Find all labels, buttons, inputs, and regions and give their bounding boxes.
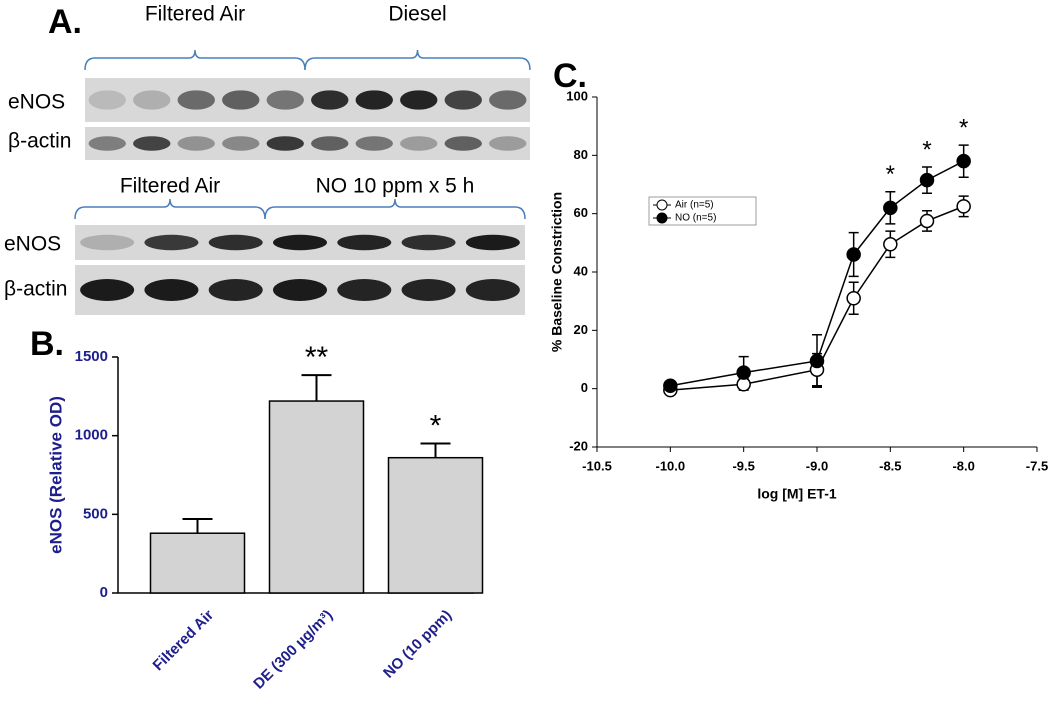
bracket (304, 49, 531, 71)
x-tick-label: -8.0 (952, 458, 974, 473)
blot-band (222, 90, 260, 110)
y-tick-label: 40 (574, 263, 588, 278)
bar (387, 456, 484, 594)
panel-label: C. (553, 57, 587, 95)
y-axis-label: eNOS (Relative OD) (46, 396, 65, 554)
marker (809, 353, 825, 369)
blot-band (222, 136, 260, 151)
marker (919, 213, 935, 229)
marker (846, 291, 861, 306)
blot-band (355, 90, 393, 110)
blot-band (400, 136, 438, 151)
blot-band (80, 234, 135, 251)
y-tick-label: 0 (100, 584, 108, 601)
marker (663, 378, 678, 393)
y-tick-label: 60 (574, 205, 588, 220)
row-label: β-actin (8, 130, 71, 153)
y-tick-label: 0 (581, 380, 588, 395)
blot-band (311, 90, 349, 110)
marker (919, 172, 935, 188)
significance-mark: * (959, 114, 968, 141)
blot-band (144, 234, 199, 251)
y-tick-label: 20 (574, 322, 588, 337)
x-tick-label: -9.0 (806, 458, 828, 473)
y-tick-label: -20 (569, 438, 588, 453)
blot-band (311, 136, 349, 151)
blot-band (177, 136, 215, 151)
marker (883, 237, 898, 252)
blot-band (266, 136, 304, 151)
blot-band (88, 136, 126, 151)
blot-band (465, 279, 520, 301)
x-tick-label: -9.5 (732, 458, 754, 473)
blot-band (133, 90, 171, 110)
blot-band (489, 90, 527, 110)
y-tick-label: 100 (566, 88, 588, 103)
y-tick-label: 1500 (75, 348, 108, 365)
legend-label: NO (n=5) (675, 213, 716, 224)
blot-band (465, 234, 520, 251)
x-tick-label: DE (300 µg/m³) (250, 607, 336, 693)
bracket (84, 49, 306, 71)
x-tick-label: -7.5 (1026, 458, 1048, 473)
significance-mark: * (922, 136, 931, 163)
bar (149, 532, 246, 594)
blot-band (208, 279, 263, 301)
legend-marker (656, 199, 668, 211)
group-label: Filtered Air (120, 175, 220, 198)
blot-band (266, 90, 304, 110)
panel-label: A. (48, 3, 82, 41)
row-label: eNOS (8, 91, 65, 114)
blot-band (80, 279, 135, 301)
significance-mark: ** (305, 341, 329, 374)
marker (956, 199, 971, 214)
marker (846, 247, 861, 262)
blot-band (401, 234, 456, 251)
panel-label: B. (30, 325, 64, 363)
blot-band (337, 234, 392, 251)
blot-band (133, 136, 171, 151)
blot-band (444, 90, 482, 110)
x-tick-label: -10.5 (582, 458, 612, 473)
row-label: eNOS (4, 233, 61, 256)
marker (956, 153, 971, 169)
x-tick-label: Filtered Air (150, 607, 218, 675)
marker (883, 200, 898, 216)
group-label: NO 10 ppm x 5 h (316, 175, 475, 198)
significance-mark: * (886, 161, 895, 188)
blot-band (489, 136, 527, 151)
blot-band (273, 234, 327, 251)
legend-marker (656, 212, 668, 224)
x-tick-label: -10.0 (656, 458, 686, 473)
blot-band (273, 279, 327, 301)
group-label: Diesel (388, 3, 446, 26)
y-tick-label: 1000 (75, 427, 108, 444)
bar (268, 400, 365, 594)
x-axis-label: log [M] ET-1 (757, 486, 837, 502)
blot-band (337, 279, 392, 301)
blot-band (177, 90, 215, 110)
marker (736, 365, 751, 380)
x-tick-label: -8.5 (879, 458, 901, 473)
blot-band (144, 279, 199, 301)
y-tick-label: 500 (83, 505, 108, 522)
bracket (264, 198, 526, 220)
blot-band (208, 234, 263, 251)
x-tick-label: NO (10 ppm) (380, 607, 455, 682)
blot-band (400, 90, 438, 110)
significance-mark: * (430, 409, 442, 442)
y-axis-label: % Baseline Constriction (549, 192, 565, 352)
y-tick-label: 80 (574, 147, 588, 162)
group-label: Filtered Air (145, 3, 245, 26)
blot-band (444, 136, 482, 151)
bracket (74, 198, 266, 220)
blot-band (355, 136, 393, 151)
legend-label: Air (n=5) (675, 200, 714, 211)
row-label: β-actin (4, 278, 67, 301)
blot-band (88, 90, 126, 110)
blot-band (401, 279, 456, 301)
